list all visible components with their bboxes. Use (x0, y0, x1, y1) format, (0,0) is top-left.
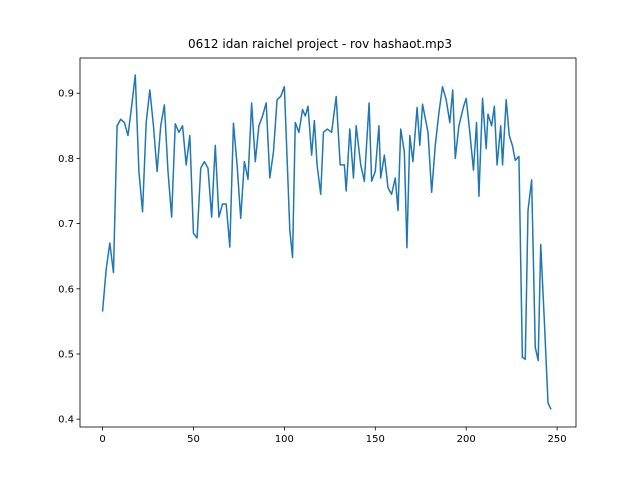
y-tick-label: 0.5 (58, 349, 74, 360)
y-tick-label: 0.6 (58, 284, 74, 295)
data-line (101, 74, 552, 410)
x-tick-label: 0 (99, 434, 105, 445)
plot-frame (79, 57, 577, 428)
x-tick-label: 250 (548, 434, 567, 445)
x-tick-label: 200 (457, 434, 476, 445)
x-tick-label: 50 (187, 434, 200, 445)
y-tick-label: 0.4 (58, 415, 74, 426)
x-tick-label: 150 (366, 434, 385, 445)
chart-title: 0612 idan raichel project - rov hashaot.… (188, 37, 452, 51)
x-tick-label: 100 (275, 434, 294, 445)
y-tick-label: 0.7 (58, 219, 74, 230)
y-tick-label: 0.9 (58, 89, 74, 100)
y-tick-label: 0.8 (58, 154, 74, 165)
